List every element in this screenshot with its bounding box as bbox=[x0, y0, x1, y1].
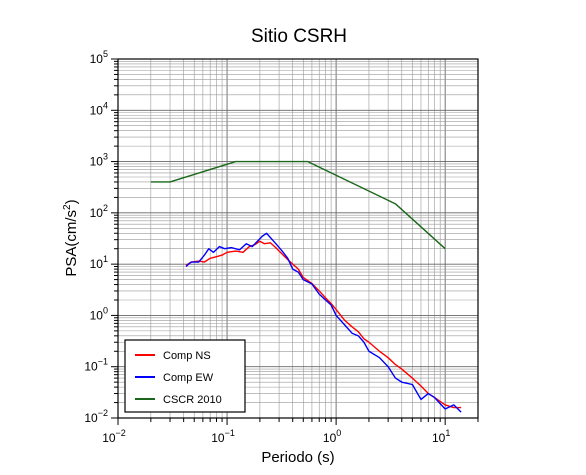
legend-label: Comp EW bbox=[163, 372, 214, 384]
x-axis-label: Periodo (s) bbox=[261, 449, 334, 466]
legend-label: Comp NS bbox=[163, 350, 211, 362]
y-tick-label: 102 bbox=[90, 203, 108, 220]
y-tick-label: 103 bbox=[90, 152, 108, 169]
x-tick-label: 101 bbox=[432, 428, 450, 445]
x-tick-label: 10−1 bbox=[211, 428, 235, 445]
x-tick-label: 10−2 bbox=[102, 428, 126, 445]
y-axis-label: PSA(cm/s2) bbox=[62, 199, 80, 276]
y-axis-ticks: 10−2 10−1 100 101 102 103 104 105 bbox=[84, 49, 118, 425]
y-axis-label-sup: 2 bbox=[62, 204, 73, 210]
y-tick-label: 100 bbox=[90, 305, 108, 322]
x-axis-ticks: 10−2 10−1 100 101 bbox=[102, 418, 479, 445]
y-tick-label: 10−1 bbox=[84, 357, 108, 374]
y-tick-label: 10−2 bbox=[84, 408, 108, 425]
y-tick-label: 105 bbox=[90, 49, 108, 66]
series-line-cscr-2010 bbox=[150, 160, 446, 250]
x-tick-label: 100 bbox=[323, 428, 341, 445]
legend: Comp NS Comp EW CSCR 2010 bbox=[124, 339, 246, 413]
y-tick-label: 104 bbox=[90, 100, 108, 117]
series-line-comp-ew bbox=[185, 232, 462, 413]
plot-frame bbox=[117, 58, 479, 419]
chart-title: Sitio CSRH bbox=[251, 26, 347, 47]
series-line-comp-ns bbox=[185, 240, 462, 409]
y-tick-label: 101 bbox=[90, 254, 108, 271]
legend-label: CSCR 2010 bbox=[163, 394, 222, 406]
series-layer bbox=[150, 160, 462, 413]
